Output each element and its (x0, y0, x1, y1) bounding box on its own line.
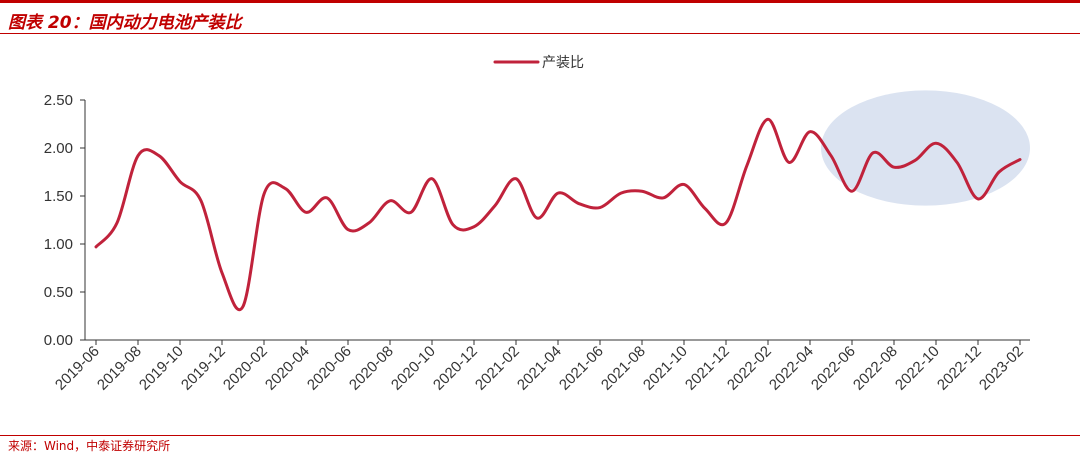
x-tick-label: 2019-08 (94, 343, 145, 394)
x-tick-label: 2022-06 (808, 343, 859, 394)
x-tick-label: 2021-10 (640, 343, 691, 394)
source-note: 来源：Wind，中泰证券研究所 (8, 439, 171, 453)
x-tick-label: 2021-04 (514, 343, 565, 394)
x-tick-label: 2022-02 (724, 343, 775, 394)
x-tick-label: 2022-08 (850, 343, 901, 394)
x-tick-label: 2019-12 (178, 343, 229, 394)
x-tick-label: 2022-12 (934, 343, 985, 394)
series-line-production-installation-ratio (94, 117, 1022, 311)
x-tick-label: 2023-02 (976, 343, 1027, 394)
highlight-ellipse (821, 90, 1030, 206)
y-tick-label: 1.50 (44, 188, 73, 205)
bottom-rule (0, 435, 1080, 436)
x-tick-label: 2020-06 (304, 343, 355, 394)
y-tick-label: 1.00 (44, 236, 73, 253)
legend-label: 产装比 (542, 55, 584, 71)
x-tick-label: 2022-10 (892, 343, 943, 394)
x-tick-label: 2022-04 (766, 343, 817, 394)
y-tick-label: 2.00 (44, 140, 73, 157)
y-tick-label: 0.50 (44, 284, 73, 301)
x-tick-label: 2021-12 (682, 343, 733, 394)
x-tick-label: 2020-10 (388, 343, 439, 394)
x-tick-label: 2019-10 (136, 343, 187, 394)
x-tick-label: 2020-08 (346, 343, 397, 394)
x-tick-label: 2021-08 (598, 343, 649, 394)
y-tick-label: 0.00 (44, 332, 73, 349)
x-tick-label: 2021-02 (472, 343, 523, 394)
x-tick-label: 2020-12 (430, 343, 481, 394)
y-tick-label: 2.50 (44, 92, 73, 109)
top-rule (0, 0, 1080, 3)
x-tick-label: 2021-06 (556, 343, 607, 394)
title-rule (0, 33, 1080, 34)
x-tick-label: 2020-04 (262, 343, 313, 394)
x-tick-label: 2019-06 (52, 343, 103, 394)
figure-title: 图表 20：国内动力电池产装比 (8, 13, 242, 33)
x-tick-label: 2020-02 (220, 343, 271, 394)
